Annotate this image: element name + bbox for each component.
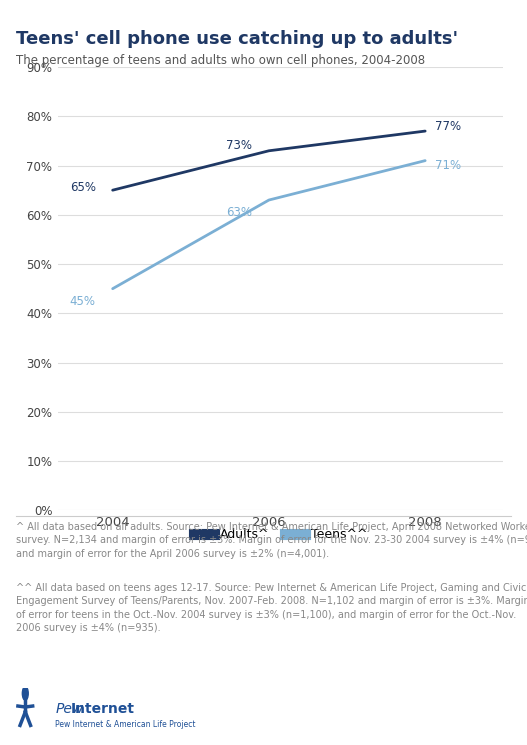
Text: 77%: 77% — [435, 120, 461, 133]
Text: Internet: Internet — [71, 702, 135, 716]
Circle shape — [22, 687, 28, 700]
Text: 45%: 45% — [70, 294, 96, 308]
Text: 73%: 73% — [226, 139, 252, 153]
Text: Pew: Pew — [55, 702, 84, 716]
Text: ^ All data based on all adults. Source: Pew Internet & American Life Project, Ap: ^ All data based on all adults. Source: … — [16, 522, 527, 559]
Text: Pew Internet & American Life Project: Pew Internet & American Life Project — [55, 720, 196, 729]
Legend: Adults^, Teens^^: Adults^, Teens^^ — [189, 523, 373, 546]
Text: The percentage of teens and adults who own cell phones, 2004-2008: The percentage of teens and adults who o… — [16, 54, 425, 66]
Text: 71%: 71% — [435, 159, 461, 172]
Text: 63%: 63% — [226, 206, 252, 219]
Text: ^^ All data based on teens ages 12-17. Source: Pew Internet & American Life Proj: ^^ All data based on teens ages 12-17. S… — [16, 583, 527, 633]
Text: Teens' cell phone use catching up to adults': Teens' cell phone use catching up to adu… — [16, 30, 458, 48]
Text: 65%: 65% — [70, 181, 96, 194]
